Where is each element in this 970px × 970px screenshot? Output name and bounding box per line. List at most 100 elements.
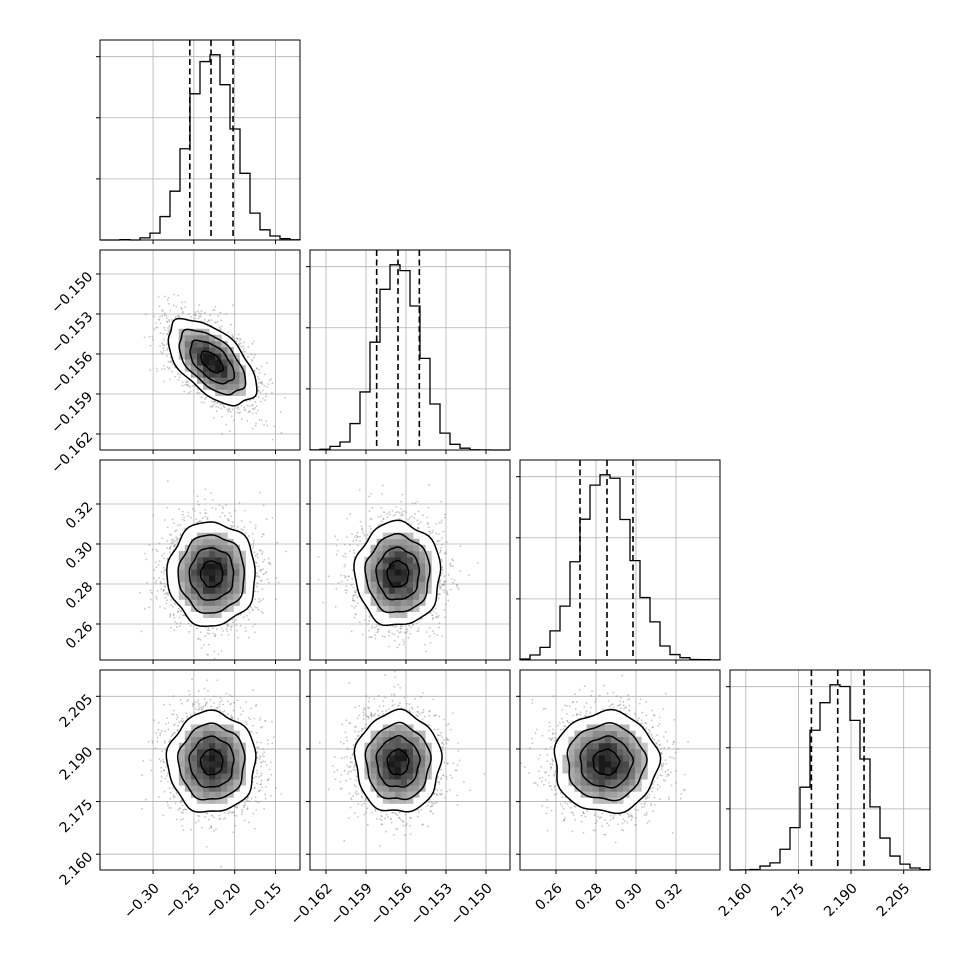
density-cell <box>203 347 210 354</box>
sample-point <box>271 516 274 519</box>
density-cell <box>203 359 210 366</box>
density-cell <box>233 353 240 360</box>
sample-point <box>260 382 263 384</box>
sample-point <box>200 647 203 649</box>
sample-point <box>227 633 230 636</box>
density-cell <box>227 383 234 390</box>
sample-point <box>220 325 223 328</box>
sample-point <box>183 390 186 393</box>
sample-point <box>155 597 158 600</box>
sample-point <box>177 524 179 526</box>
sample-point <box>162 347 165 350</box>
sample-point <box>252 544 255 547</box>
density-cell <box>227 389 234 396</box>
sample-point <box>168 547 171 550</box>
sample-point <box>200 312 202 315</box>
sample-point <box>256 367 258 370</box>
sample-point <box>226 518 229 520</box>
sample-point <box>218 504 221 506</box>
sample-point <box>163 569 166 572</box>
sample-point <box>239 624 242 627</box>
sample-point <box>201 517 204 519</box>
sample-point <box>247 636 250 639</box>
contour-line <box>200 350 224 374</box>
sample-point <box>175 538 178 541</box>
sample-point <box>242 341 245 343</box>
sample-point <box>255 405 258 407</box>
density-cell <box>209 353 216 360</box>
sample-point <box>161 310 163 312</box>
sample-point <box>259 549 262 552</box>
sample-point <box>166 349 169 352</box>
sample-point <box>161 537 164 539</box>
sample-point <box>163 344 166 346</box>
sample-point <box>268 581 270 584</box>
sample-point <box>209 314 212 316</box>
sample-point <box>262 560 264 563</box>
sample-point <box>240 342 242 345</box>
sample-point <box>167 329 170 332</box>
sample-point <box>167 327 169 329</box>
sample-point <box>164 596 167 599</box>
sample-point <box>181 384 184 387</box>
sample-point <box>261 397 264 400</box>
sample-point <box>167 360 170 363</box>
sample-point <box>220 407 223 410</box>
sample-point <box>214 306 217 308</box>
sample-point <box>252 540 255 542</box>
sample-point <box>258 396 260 399</box>
sample-point <box>155 322 158 324</box>
sample-point <box>249 399 251 402</box>
sample-point <box>217 315 220 317</box>
sample-point <box>170 318 173 321</box>
sample-point <box>260 419 263 421</box>
sample-point <box>177 607 180 610</box>
sample-point <box>257 575 260 577</box>
sample-point <box>238 501 241 504</box>
sample-point <box>204 512 206 514</box>
sample-point <box>148 335 151 338</box>
sample-point <box>258 368 260 371</box>
sample-point <box>217 653 220 656</box>
sample-point <box>211 405 213 408</box>
sample-point <box>259 570 261 572</box>
sample-point <box>183 516 186 519</box>
sample-point <box>256 572 259 575</box>
sample-point <box>166 347 169 350</box>
sample-point <box>214 633 217 636</box>
sample-point <box>204 311 206 314</box>
sample-point <box>269 563 272 566</box>
sample-point <box>247 345 250 348</box>
sample-point <box>227 410 230 413</box>
sample-point <box>173 522 175 525</box>
density-cell <box>233 383 240 390</box>
sample-point <box>197 637 200 640</box>
sample-point <box>160 554 163 557</box>
density-cell <box>215 371 222 378</box>
sample-point <box>175 536 178 538</box>
sample-point <box>155 548 158 551</box>
density-cell <box>203 340 210 348</box>
sample-point <box>265 392 268 395</box>
sample-point <box>187 622 190 625</box>
sample-point <box>211 400 213 403</box>
sample-point <box>228 519 230 521</box>
sample-point <box>166 599 169 602</box>
sample-point <box>265 395 268 398</box>
sample-point <box>184 301 187 303</box>
sample-point <box>252 546 254 549</box>
sample-point <box>251 625 254 628</box>
density-cell <box>215 353 222 360</box>
sample-point <box>212 673 214 675</box>
density-cell <box>221 340 228 348</box>
sample-point <box>235 407 238 410</box>
sample-point <box>198 312 201 315</box>
sample-point <box>232 419 235 422</box>
sample-point <box>170 370 173 373</box>
sample-point <box>178 376 181 379</box>
sample-point <box>151 336 154 338</box>
sample-point <box>156 370 159 373</box>
sample-point <box>159 605 161 608</box>
sample-point <box>235 337 238 340</box>
sample-point <box>171 542 174 545</box>
